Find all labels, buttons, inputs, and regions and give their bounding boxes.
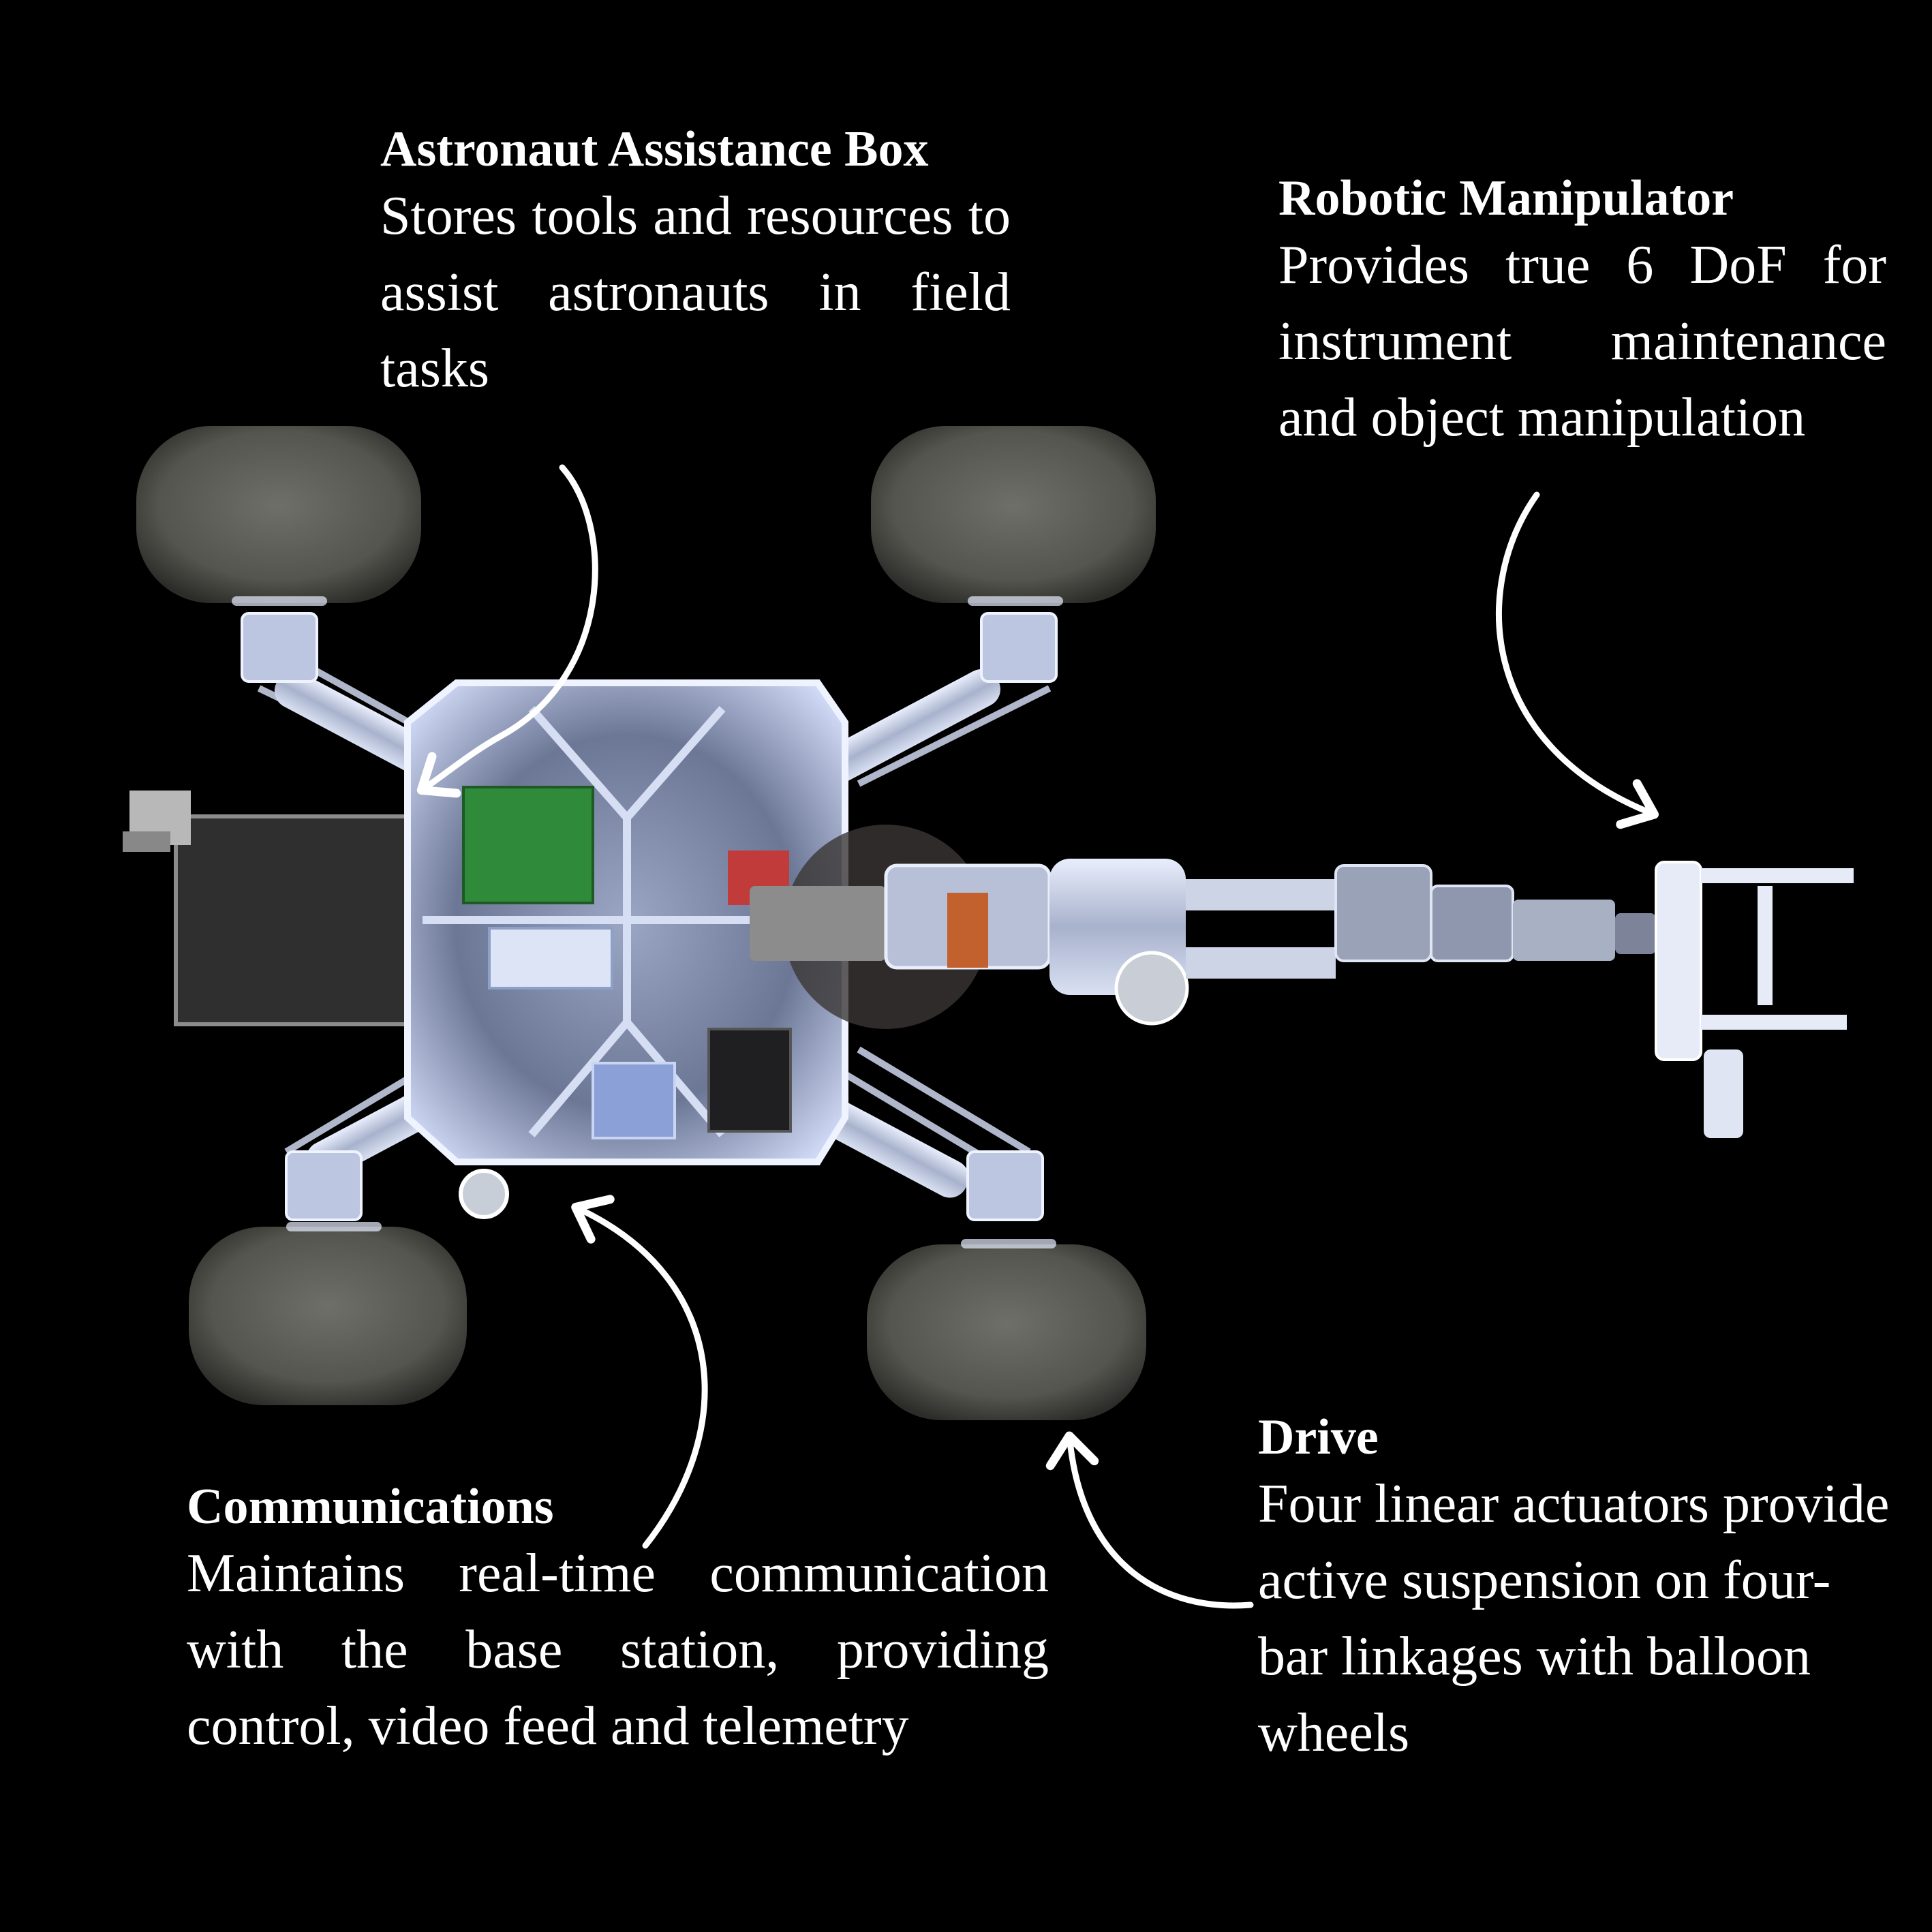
callout-title: Robotic Manipulator (1278, 170, 1734, 226)
callout-title: Communications (187, 1479, 554, 1535)
side-box (123, 791, 410, 1026)
callout-title: Drive (1258, 1409, 1379, 1465)
callout-body: Maintains real-time communication with t… (187, 1543, 1049, 1756)
main-control-board (462, 786, 594, 904)
wheel-rear-right (867, 1244, 1146, 1420)
antenna-mount (459, 1169, 509, 1219)
callout-body: Stores tools and resources to assist ast… (380, 185, 1011, 399)
wheel-front-left (136, 426, 421, 603)
arrow-communications (571, 1195, 708, 1549)
callout-drive: Drive Four linear actuators provide acti… (1258, 1409, 1892, 1771)
wheels (136, 426, 1156, 1420)
callout-astronaut-assistance-box: Astronaut Assistance Box Stores tools an… (380, 121, 1011, 407)
callout-body: Four linear actuators provide active sus… (1258, 1473, 1890, 1763)
cooling-module (592, 1062, 676, 1139)
callout-arrows (416, 464, 1659, 1609)
chassis (404, 679, 848, 1219)
motor-driver-board (707, 1028, 792, 1133)
wheel-rear-left (189, 1227, 467, 1405)
callout-body: Provides true 6 DoF for instrument maint… (1278, 234, 1886, 448)
wheel-front-right (871, 426, 1156, 603)
callout-title: Astronaut Assistance Box (380, 121, 929, 177)
callout-communications: Communications Maintains real-time commu… (187, 1479, 1049, 1764)
arrow-robotic-manipulator (1496, 491, 1659, 829)
knuckles (241, 612, 1058, 1221)
radio-module (488, 927, 613, 990)
arrow-astronaut-box (416, 464, 598, 798)
callout-robotic-manipulator: Robotic Manipulator Provides true 6 DoF … (1278, 170, 1886, 456)
manipulator-render (750, 825, 1854, 1138)
arrow-drive (1045, 1431, 1254, 1609)
